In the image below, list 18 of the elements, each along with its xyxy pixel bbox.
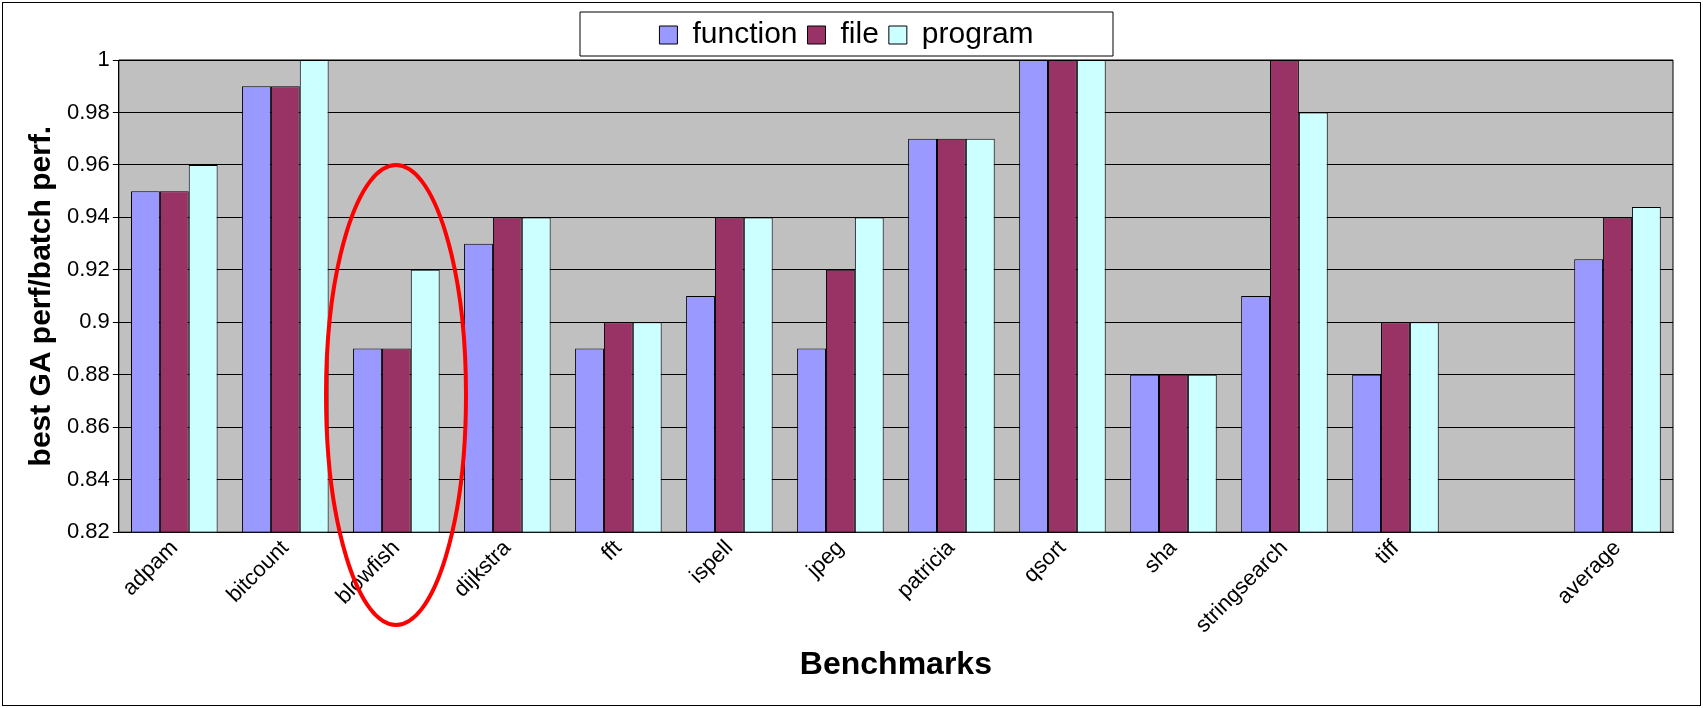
y-tick-label: 1	[97, 46, 110, 72]
legend-label: file	[840, 16, 879, 50]
x-tick-label: sha	[1138, 534, 1182, 578]
y-axis-title: best GA perf/batch perf.	[23, 125, 57, 467]
y-tick-label: 0.98	[66, 98, 110, 124]
x-axis-title: Benchmarks	[799, 644, 992, 681]
y-tick-label: 0.96	[66, 151, 110, 176]
legend-label: function	[692, 16, 798, 50]
y-tick-label: 0.94	[66, 203, 110, 229]
y-tick-label: 0.84	[66, 465, 110, 491]
x-tick-label: tiff	[1369, 534, 1404, 569]
y-tick-label: 0.88	[66, 360, 110, 386]
x-tick-label: fft	[595, 534, 627, 566]
y-tick-label: 0.92	[66, 255, 110, 281]
y-tick-label: 0.86	[66, 413, 110, 439]
y-tick-label: 0.9	[79, 308, 110, 334]
legend-label: program	[921, 16, 1034, 50]
y-tick-label: 0.82	[66, 518, 110, 544]
